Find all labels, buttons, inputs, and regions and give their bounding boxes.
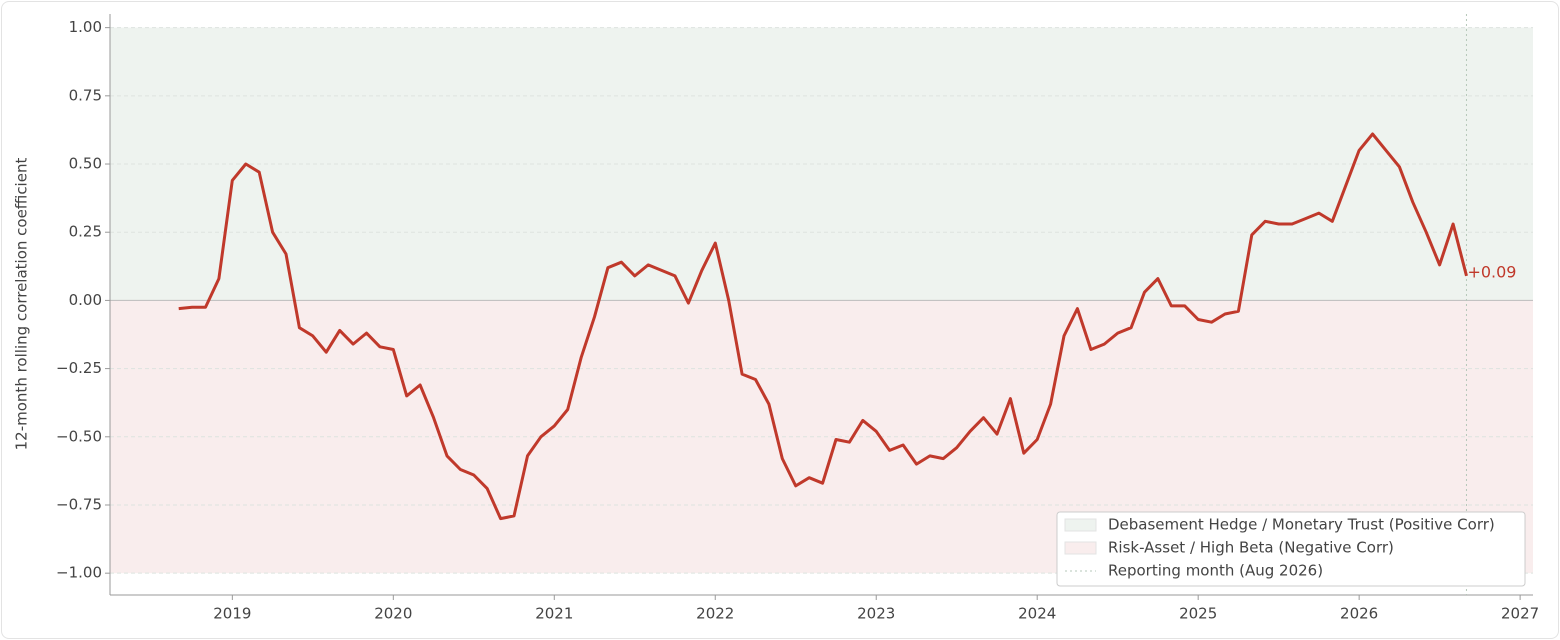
y-tick-label: −0.75 bbox=[56, 495, 102, 513]
y-tick-label: 0.50 bbox=[69, 155, 102, 173]
y-tick-label: 0.00 bbox=[69, 291, 102, 309]
end-label: +0.09 bbox=[1467, 262, 1516, 281]
legend-label: Risk-Asset / High Beta (Negative Corr) bbox=[1108, 539, 1394, 557]
x-tick-label: 2019 bbox=[213, 605, 251, 623]
x-tick-label: 2024 bbox=[1018, 605, 1056, 623]
legend-label: Debasement Hedge / Monetary Trust (Posit… bbox=[1108, 516, 1495, 534]
legend-label: Reporting month (Aug 2026) bbox=[1108, 562, 1323, 580]
x-tick-label: 2023 bbox=[857, 605, 895, 623]
y-axis-label: 12-month rolling correlation coefficient bbox=[13, 158, 31, 451]
y-tick-label: −1.00 bbox=[56, 564, 102, 582]
series-line bbox=[178, 132, 1468, 521]
x-tick-label: 2022 bbox=[696, 605, 734, 623]
legend-swatch bbox=[1064, 541, 1097, 555]
y-tick-label: 0.25 bbox=[69, 223, 102, 241]
y-tick-label: 1.00 bbox=[69, 18, 102, 36]
legend-box bbox=[1056, 511, 1526, 587]
x-tick-label: 2027 bbox=[1501, 605, 1539, 623]
x-tick-label: 2025 bbox=[1179, 605, 1217, 623]
y-tick-label: −0.25 bbox=[56, 359, 102, 377]
y-tick-label: 0.75 bbox=[69, 86, 102, 104]
x-tick-label: 2020 bbox=[374, 605, 412, 623]
legend-swatch bbox=[1064, 518, 1097, 532]
x-tick-label: 2026 bbox=[1340, 605, 1378, 623]
y-tick-label: −0.50 bbox=[56, 427, 102, 445]
x-tick-label: 2021 bbox=[535, 605, 573, 623]
